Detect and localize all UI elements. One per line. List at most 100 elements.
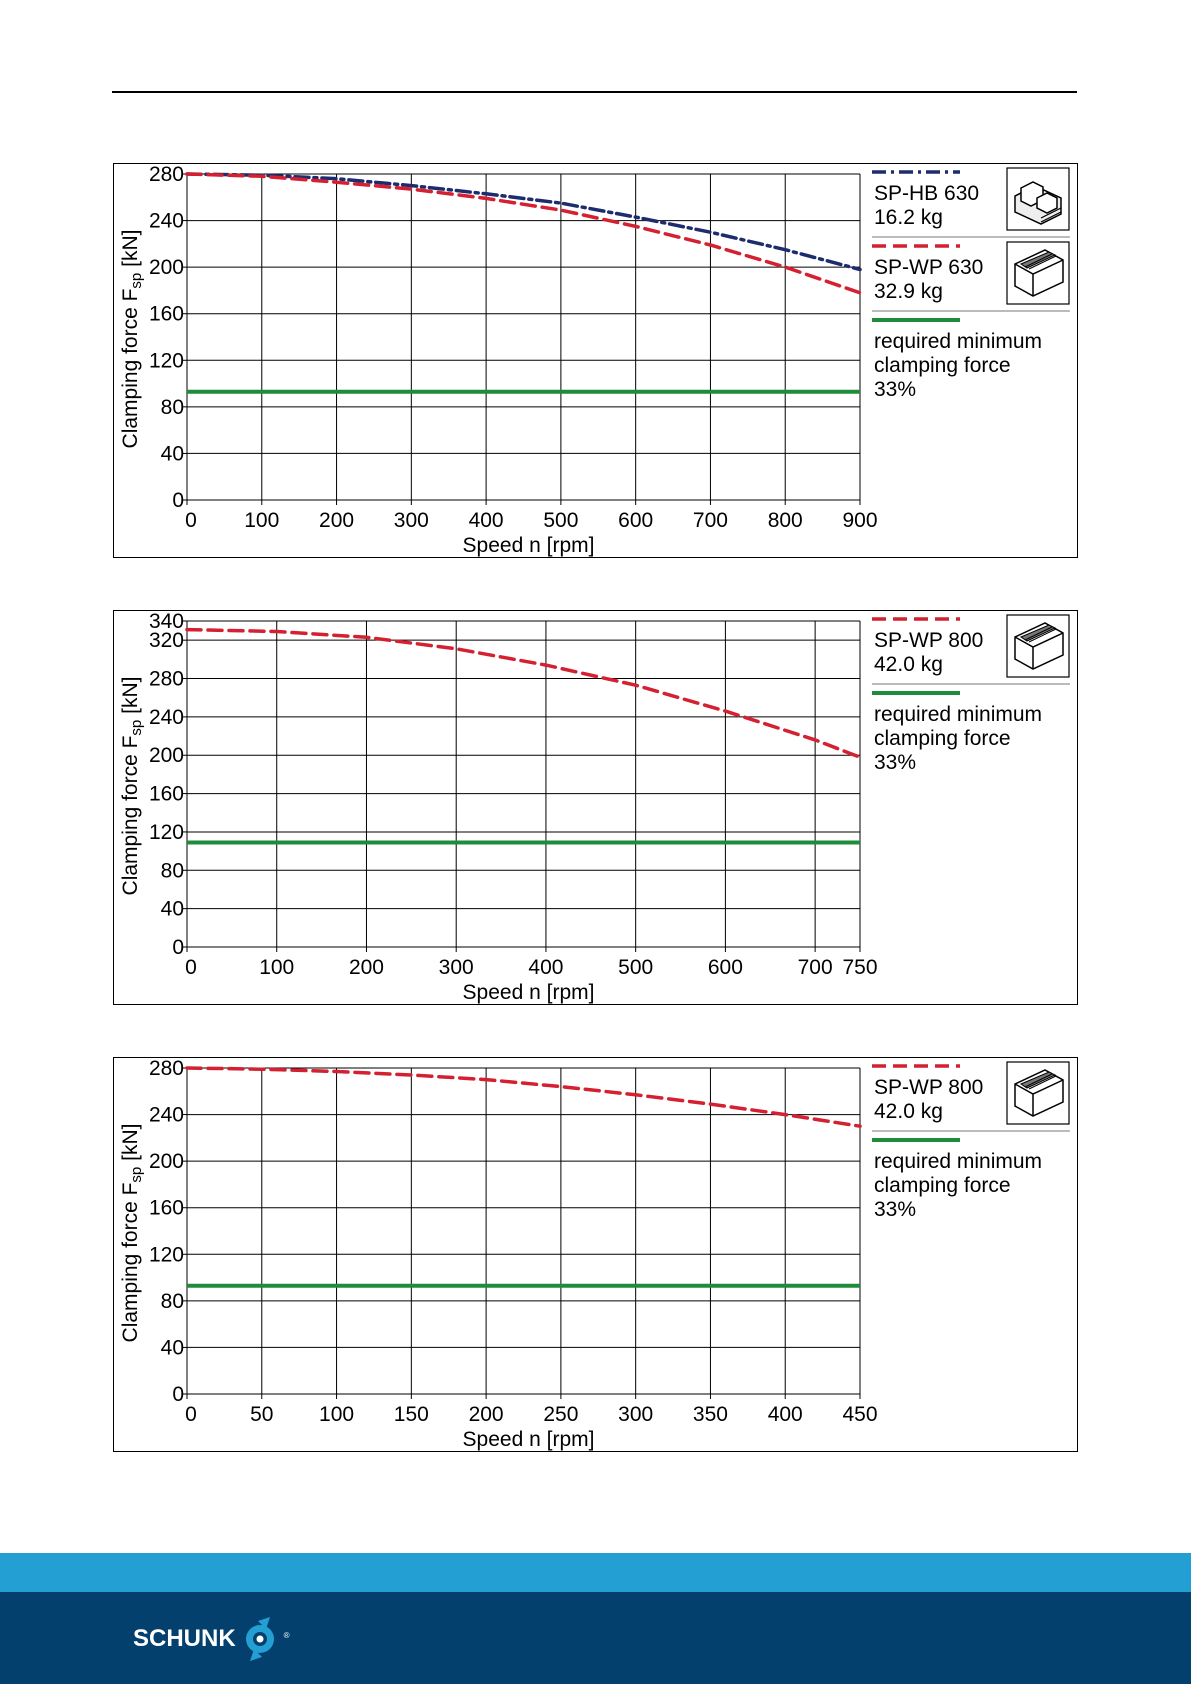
x-axis-label: Speed n [rpm]: [463, 981, 595, 1004]
legend-label: 42.0 kg: [874, 1100, 943, 1123]
y-axis-label-main: Clamping force F: [119, 736, 142, 896]
series-line-hb: [185, 172, 862, 272]
y-tick-label: 80: [161, 396, 184, 419]
schunk-logo-icon: [245, 1617, 274, 1661]
x-tick-label: 200: [349, 956, 384, 979]
y-axis-label-unit: [kN]: [119, 677, 142, 720]
x-tick-label: 700: [693, 509, 728, 532]
x-tick-label: 150: [394, 1403, 429, 1426]
y-tick-label: 200: [149, 1150, 184, 1173]
chart-sp-wp-800-450rpm: 0 50 100 150 200 250 300 350 400 450 0 40 80 120 160 20…: [113, 1057, 1078, 1452]
y-axis-label: Clamping force Fsp [kN]: [119, 677, 145, 896]
series-line-wp: [185, 172, 862, 295]
legend-label: clamping force: [874, 727, 1011, 750]
y-axis-label-main: Clamping force F: [119, 1183, 142, 1343]
legend-label: 33%: [874, 1198, 916, 1221]
y-tick-label: 0: [172, 936, 184, 959]
y-tick-label: 240: [149, 1104, 184, 1127]
schunk-logo[interactable]: SCHUNK ®: [133, 1615, 290, 1663]
y-tick-label: 280: [149, 668, 184, 691]
legend-label: SP-WP 800: [874, 1076, 983, 1099]
y-tick-label: 120: [149, 349, 184, 372]
grid: [182, 620, 861, 952]
y-axis-label: Clamping force Fsp [kN]: [119, 1124, 145, 1343]
legend-label: SP-WP 800: [874, 629, 983, 652]
y-tick-label: 0: [172, 489, 184, 512]
x-tick-label: 500: [618, 956, 653, 979]
x-tick-label: 0: [185, 1403, 197, 1426]
y-tick-label: 120: [149, 821, 184, 844]
x-tick-label: 300: [394, 509, 429, 532]
y-tick-label: 280: [149, 1057, 184, 1080]
y-tick-label: 40: [161, 898, 184, 921]
grid: [182, 173, 861, 505]
legend-label: clamping force: [874, 354, 1011, 377]
soft-jaw-icon: [1006, 241, 1070, 305]
y-tick-label: 0: [172, 1383, 184, 1406]
legend-label: 16.2 kg: [874, 206, 943, 229]
x-tick-label: 200: [469, 1403, 504, 1426]
series-line-wp: [185, 1066, 862, 1128]
x-tick-label: 100: [244, 509, 279, 532]
y-tick-label: 160: [149, 303, 184, 326]
x-tick-label: 600: [618, 509, 653, 532]
x-tick-label: 300: [618, 1403, 653, 1426]
y-tick-label: 240: [149, 706, 184, 729]
y-tick-label: 160: [149, 783, 184, 806]
x-tick-label: 700: [798, 956, 833, 979]
y-tick-label: 120: [149, 1243, 184, 1266]
footer-band-light: [0, 1553, 1191, 1593]
x-axis-label: Speed n [rpm]: [463, 534, 595, 557]
chart-frame: [113, 610, 1078, 1005]
legend-label: required minimum: [874, 1150, 1042, 1173]
y-tick-label: 80: [161, 1290, 184, 1313]
y-axis-label-sub: sp: [128, 273, 145, 289]
legend-label: 33%: [874, 751, 916, 774]
y-tick-label: 320: [149, 629, 184, 652]
legend-label: 32.9 kg: [874, 280, 943, 303]
chart-frame: [113, 163, 1078, 558]
x-axis-label: Speed n [rpm]: [463, 1428, 595, 1451]
y-tick-label: 40: [161, 442, 184, 465]
y-axis-label-unit: [kN]: [119, 1124, 142, 1167]
x-tick-label: 400: [528, 956, 563, 979]
chart-frame: [113, 1057, 1078, 1452]
y-tick-label: 200: [149, 256, 184, 279]
soft-jaw-icon: [1006, 614, 1070, 678]
legend-label: clamping force: [874, 1174, 1011, 1197]
y-tick-label: 280: [149, 163, 184, 186]
x-tick-label: 100: [319, 1403, 354, 1426]
x-tick-label: 450: [842, 1403, 877, 1426]
y-tick-label: 40: [161, 1336, 184, 1359]
x-tick-label: 400: [469, 509, 504, 532]
series-line-wp: [185, 627, 862, 759]
legend-label: required minimum: [874, 703, 1042, 726]
logo-wordmark: SCHUNK: [133, 1625, 236, 1652]
x-tick-label: 300: [439, 956, 474, 979]
x-tick-label: 800: [768, 509, 803, 532]
x-tick-label: 600: [708, 956, 743, 979]
header-rule: [112, 91, 1077, 93]
x-tick-label: 750: [842, 956, 877, 979]
x-tick-label: 250: [543, 1403, 578, 1426]
x-tick-label: 400: [768, 1403, 803, 1426]
legend-label: SP-HB 630: [874, 182, 979, 205]
legend-label: required minimum: [874, 330, 1042, 353]
x-tick-label: 50: [250, 1403, 273, 1426]
y-tick-label: 160: [149, 1197, 184, 1220]
y-axis-label-sub: sp: [128, 720, 145, 736]
y-tick-label: 80: [161, 859, 184, 882]
y-tick-label: 200: [149, 744, 184, 767]
hard-jaw-icon: [1006, 167, 1070, 231]
y-tick-label: 340: [149, 610, 184, 633]
x-tick-label: 900: [842, 509, 877, 532]
grid: [182, 1067, 861, 1399]
x-tick-label: 500: [543, 509, 578, 532]
soft-jaw-icon: [1006, 1061, 1070, 1125]
registered-mark: ®: [283, 1631, 290, 1640]
y-axis-label: Clamping force Fsp [kN]: [119, 230, 145, 449]
